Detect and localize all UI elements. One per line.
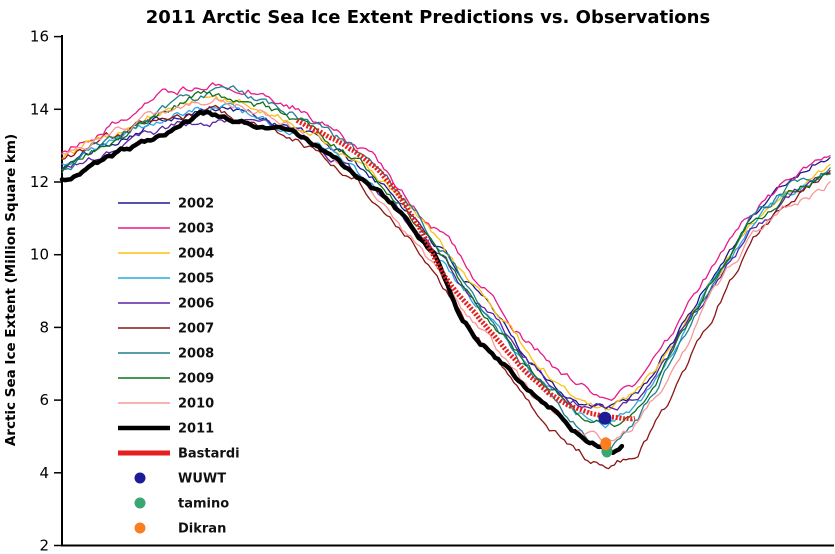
legend-item-2004: 2004 <box>118 247 214 262</box>
y-tick-label: 16 <box>30 28 49 46</box>
legend-label: 2004 <box>178 247 214 262</box>
y-axis-title: Arctic Sea Ice Extent (Million Square km… <box>3 134 19 446</box>
legend-label: 2009 <box>178 372 214 387</box>
legend-item-2006: 2006 <box>118 297 214 312</box>
series-line-2007 <box>61 104 831 470</box>
legend-label: 2003 <box>178 222 214 237</box>
legend-item-bastardi: Bastardi <box>118 447 240 462</box>
series-line-2008 <box>61 85 831 450</box>
series-line-2009 <box>61 90 831 428</box>
legend-item-tamino: tamino <box>134 497 229 512</box>
marker-wuwt-prediction <box>598 411 612 425</box>
series-line-bastardi-prediction <box>295 118 636 422</box>
legend-item-2010: 2010 <box>118 397 214 412</box>
marker-dikran-prediction <box>600 437 612 451</box>
legend-item-2002: 2002 <box>118 197 214 212</box>
legend-swatch-dot <box>134 522 146 534</box>
y-tick-label: 4 <box>39 464 49 482</box>
legend-label: 2007 <box>178 322 214 337</box>
legend-swatch-dot <box>134 497 146 509</box>
legend-item-2003: 2003 <box>118 222 214 237</box>
y-tick-label: 8 <box>39 318 49 336</box>
legend-label: 2010 <box>178 397 214 412</box>
legend-label: 2008 <box>178 347 214 362</box>
chart-title: 2011 Arctic Sea Ice Extent Predictions v… <box>146 7 710 28</box>
legend-item-2009: 2009 <box>118 372 214 387</box>
plot-area <box>59 82 831 470</box>
legend-label: 2002 <box>178 197 214 212</box>
legend-item-2011: 2011 <box>118 422 214 437</box>
chart-legend: 2002 2003 2004 2005 2006 2007 2008 2009 2010 2011… <box>118 197 240 537</box>
legend-label: WUWT <box>178 472 226 487</box>
legend-label: Dikran <box>178 522 226 537</box>
series-line-2011-observed <box>59 109 625 456</box>
legend-item-2005: 2005 <box>118 272 214 287</box>
axes <box>61 35 834 547</box>
legend-item-wuwt: WUWT <box>134 472 226 487</box>
legend-label: Bastardi <box>178 447 240 462</box>
y-axis-ticks: 16 14 12 10 8 6 4 2 <box>30 28 61 554</box>
legend-swatch-dot <box>134 472 146 484</box>
y-tick-label: 6 <box>39 391 49 409</box>
y-tick-label: 2 <box>39 537 49 554</box>
y-tick-label: 14 <box>30 100 49 118</box>
legend-label: 2006 <box>178 297 214 312</box>
y-tick-label: 10 <box>30 246 49 264</box>
legend-item-dikran: Dikran <box>134 522 226 537</box>
y-tick-label: 12 <box>30 173 49 191</box>
legend-label: 2011 <box>178 422 214 437</box>
legend-label: 2005 <box>178 272 214 287</box>
series-line-2010 <box>61 97 831 443</box>
series-line-2005 <box>61 102 831 429</box>
legend-item-2008: 2008 <box>118 347 214 362</box>
legend-item-2007: 2007 <box>118 322 214 337</box>
legend-label: tamino <box>178 497 229 512</box>
series-line-2003 <box>61 82 831 401</box>
